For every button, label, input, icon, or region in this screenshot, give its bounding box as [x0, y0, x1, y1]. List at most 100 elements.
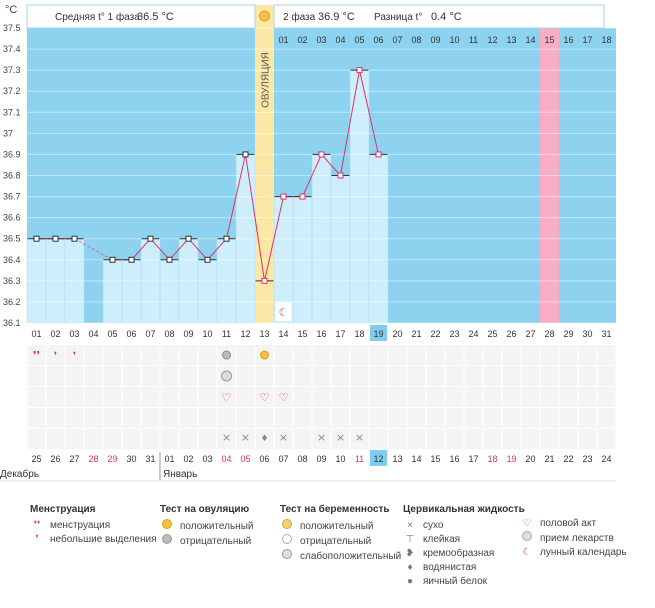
marker-cell [122, 429, 141, 449]
calendar-date-label: 30 [126, 454, 136, 464]
calendar-date-label: 06 [259, 454, 269, 464]
y-axis-labels: 36.1 36.2 36.3 36.4 36.5 36.6 36.7 36.8 36.9 37 37… [3, 4, 21, 328]
moon-icon: ☾ [279, 306, 289, 319]
marker-cell [559, 408, 578, 428]
x-axis-cycle-days: 01 02 03 04 05 06 07 08 09 10 11 12 13 14 15 16 17 18 19 20… [31, 325, 612, 341]
series-point [147, 235, 154, 242]
marker-cell [103, 429, 122, 449]
marker-cell [426, 345, 445, 365]
marker-cell [445, 345, 464, 365]
marker-cell [122, 387, 141, 407]
marker-cell [84, 408, 103, 428]
cycle-day-label: 19 [373, 329, 383, 339]
marker-cell [331, 387, 350, 407]
series-point [337, 172, 344, 179]
pregnancy-negative-icon [280, 534, 294, 549]
cervical-dry-cross-icon: × [355, 431, 364, 444]
marker-cell [160, 366, 179, 386]
marker-cell [236, 345, 255, 365]
series-point [261, 277, 268, 284]
cycle-day-label: 03 [69, 329, 79, 339]
marker-cell [369, 345, 388, 365]
phase2-day-label: 01 [278, 35, 288, 45]
lunar-cell [275, 302, 292, 321]
calendar-date-label: 28 [88, 454, 98, 464]
marker-cell [597, 345, 616, 365]
calendar-date-label: 04 [221, 454, 231, 464]
marker-cell [198, 408, 217, 428]
pregnancy-weak-icon [280, 549, 294, 564]
phase2-day-label: 09 [430, 35, 440, 45]
egg-white-icon: ● [406, 576, 414, 587]
heart-icon: ♡ [222, 391, 232, 404]
series-segment [359, 70, 379, 155]
cycle-day-label: 14 [278, 329, 288, 339]
y-axis-unit: °C [5, 4, 17, 16]
cycle-day-label: 21 [411, 329, 421, 339]
cycle-day-label: 10 [202, 329, 212, 339]
cycle-day-label: 01 [31, 329, 41, 339]
marker-cell [502, 408, 521, 428]
marker-cell [445, 408, 464, 428]
cycle-day-label: 05 [107, 329, 117, 339]
phase2-day-label: 04 [335, 35, 345, 45]
calendar-date-label: 17 [468, 454, 478, 464]
pregnancy-positive-icon [280, 519, 294, 534]
series-point [356, 67, 363, 74]
marker-cell [274, 408, 293, 428]
series-point [33, 235, 40, 242]
phase2-day-label: 08 [411, 35, 421, 45]
series-segment [150, 238, 170, 261]
marker-cell [274, 345, 293, 365]
marker-cell [369, 408, 388, 428]
temperature-bar [197, 259, 218, 324]
marker-cell [236, 387, 255, 407]
marker-cell [65, 408, 84, 428]
series-segment [188, 238, 208, 261]
calendar-date-label: 14 [411, 454, 421, 464]
cycle-day-label: 24 [468, 329, 478, 339]
cycle-day-label: 23 [449, 329, 459, 339]
ovulation-sun-icon [259, 10, 270, 22]
marker-cell [350, 429, 369, 449]
legend-ovulation-test: Тест на овуляцию положительный отрицател… [160, 503, 253, 549]
pill-icon [520, 531, 534, 546]
creamy-icon: ❥ [405, 548, 415, 559]
cycle-day-label: 20 [392, 329, 402, 339]
series-segment [264, 196, 284, 281]
cervical-dry-cross-icon: × [279, 431, 288, 444]
marker-cell [578, 429, 597, 449]
marker-cell [179, 408, 198, 428]
phase2-day-label: 02 [297, 35, 307, 45]
temperature-bar [159, 259, 180, 324]
calendar-date-label: 13 [392, 454, 402, 464]
marker-cell [141, 366, 160, 386]
marker-cell [426, 429, 445, 449]
series-segment [340, 70, 360, 176]
cycle-day-label: 11 [222, 329, 231, 339]
calendar-date-label: 01 [164, 454, 174, 464]
calendar-date-label: 27 [69, 454, 79, 464]
phase2-day-label: 07 [392, 35, 402, 45]
calendar-date-label: 10 [335, 454, 345, 464]
series-point [109, 256, 116, 263]
today-date-highlight [370, 450, 387, 466]
marker-cell [179, 366, 198, 386]
y-tick-label: 36.2 [3, 297, 21, 307]
marker-cell [464, 408, 483, 428]
marker-cell [483, 387, 502, 407]
cycle-day-label: 17 [335, 329, 345, 339]
series-segment [131, 238, 151, 261]
marker-cell [236, 408, 255, 428]
marker-cell [350, 408, 369, 428]
cycle-day-label: 16 [316, 329, 326, 339]
marker-cell [483, 366, 502, 386]
cervical-dry-cross-icon: × [222, 431, 231, 444]
legend-cervical: Цервикальная жидкость × сухо ⊤ клейкая ❥ кр… [403, 504, 525, 587]
ovulation-test-negative-icon [222, 350, 231, 360]
marker-cell [27, 408, 46, 428]
y-tick-label: 36.1 [3, 318, 21, 328]
cycle-day-label: 30 [582, 329, 592, 339]
y-tick-label: 36.5 [3, 234, 21, 244]
legend-pregnancy-test: Тест на беременность положительный отриц… [280, 503, 401, 564]
